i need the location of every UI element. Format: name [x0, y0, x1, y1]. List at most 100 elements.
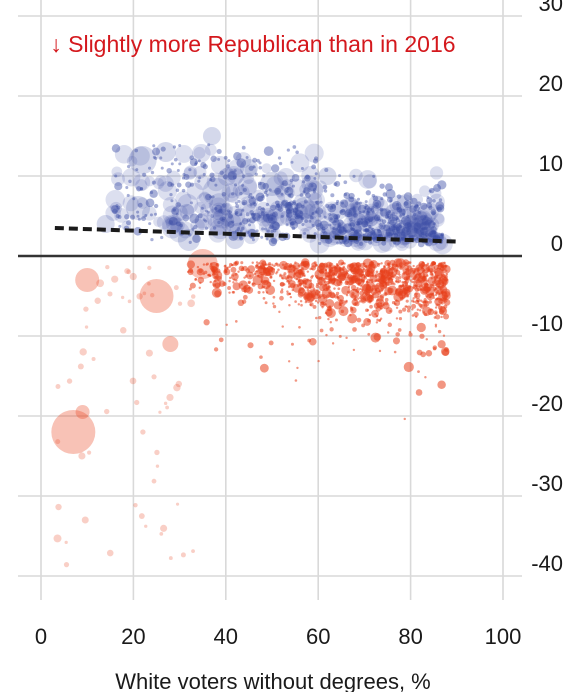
data-point-red: [133, 502, 138, 508]
data-point-blue: [271, 209, 288, 227]
data-point-blue: [175, 221, 181, 227]
data-point-red: [308, 282, 315, 289]
data-point-red: [316, 293, 320, 297]
data-point-blue: [308, 191, 325, 209]
data-point-blue: [126, 164, 131, 169]
data-point-red: [265, 263, 268, 266]
data-point-blue: [194, 162, 198, 166]
data-point-red: [432, 296, 435, 300]
data-point-red: [84, 325, 89, 329]
data-point-blue: [420, 222, 424, 226]
data-point-blue: [430, 226, 437, 233]
bubble-point: [187, 249, 218, 279]
data-point-blue: [251, 238, 255, 242]
data-point-red: [433, 310, 438, 315]
data-point-red: [333, 272, 338, 277]
data-point-blue: [262, 213, 271, 222]
data-point-red: [279, 260, 288, 270]
data-point-blue: [393, 233, 399, 239]
data-point-blue: [396, 194, 402, 199]
data-point-red: [259, 363, 269, 373]
data-point-blue: [310, 184, 314, 188]
data-point-red: [412, 297, 415, 300]
data-point-red: [124, 268, 131, 274]
data-point-blue: [149, 213, 153, 217]
data-point-blue: [295, 207, 299, 211]
data-point-red: [398, 309, 403, 314]
data-point-red: [166, 393, 174, 402]
data-point-blue: [130, 146, 150, 166]
data-point-blue: [248, 223, 252, 227]
data-point-red: [440, 315, 443, 319]
data-point-blue: [322, 231, 328, 236]
data-point-red: [405, 268, 408, 271]
data-point-blue: [365, 218, 371, 224]
data-point-blue: [126, 193, 130, 197]
data-point-red: [314, 269, 325, 280]
data-point-blue: [361, 220, 369, 228]
data-point-red: [272, 268, 276, 271]
bubble-point: [75, 268, 100, 292]
data-point-blue: [400, 231, 406, 237]
data-point-blue: [258, 165, 263, 170]
data-point-blue: [162, 205, 183, 226]
data-point-blue: [275, 200, 280, 206]
data-point-red: [350, 279, 353, 282]
x-tick-label: 100: [485, 624, 522, 649]
data-point-blue: [262, 174, 266, 178]
data-point-red: [347, 285, 351, 289]
data-point-blue: [234, 185, 250, 200]
data-point-red: [445, 269, 448, 272]
data-point-blue: [144, 176, 155, 187]
data-point-blue: [294, 200, 314, 220]
data-point-red: [214, 290, 222, 298]
data-point-red: [312, 304, 317, 309]
data-point-blue: [191, 227, 195, 231]
data-point-blue: [308, 182, 318, 192]
data-point-red: [279, 290, 284, 294]
data-point-blue: [154, 156, 158, 160]
data-point-blue: [416, 204, 437, 225]
data-point-red: [437, 303, 441, 307]
data-point-blue: [234, 201, 238, 205]
data-point-blue: [151, 180, 156, 185]
data-point-blue: [420, 226, 434, 241]
data-point-blue: [286, 214, 290, 218]
data-point-red: [362, 268, 367, 272]
data-point-red: [425, 350, 433, 357]
data-point-red: [393, 269, 397, 272]
data-point-blue: [349, 200, 361, 211]
data-point-red: [155, 464, 160, 468]
data-point-blue: [295, 212, 315, 232]
data-point-blue: [364, 200, 368, 204]
data-point-red: [358, 275, 361, 278]
data-point-blue: [246, 230, 250, 234]
data-point-blue: [252, 157, 258, 163]
data-point-blue: [239, 196, 256, 213]
data-point-blue: [305, 174, 310, 180]
data-point-red: [168, 556, 173, 561]
data-point-blue: [132, 197, 136, 201]
data-point-red: [380, 269, 384, 273]
data-point-red: [354, 295, 357, 298]
data-point-blue: [197, 213, 203, 219]
bubble-point: [239, 159, 258, 177]
data-point-red: [425, 338, 428, 341]
data-point-blue: [270, 216, 274, 220]
data-point-red: [417, 370, 420, 374]
data-point-red: [331, 342, 335, 345]
data-point-blue: [289, 207, 295, 213]
data-point-red: [288, 303, 291, 307]
data-point-red: [317, 359, 320, 363]
data-point-blue: [241, 174, 246, 178]
data-point-blue: [406, 229, 410, 233]
data-point-blue: [315, 200, 320, 205]
data-point-red: [327, 274, 330, 278]
data-point-blue: [431, 229, 436, 235]
data-point-blue: [296, 202, 303, 209]
data-point-red: [403, 417, 406, 421]
data-point-blue: [294, 212, 301, 220]
data-point-blue: [252, 212, 261, 222]
data-point-blue: [340, 197, 362, 219]
data-point-blue: [226, 209, 231, 213]
